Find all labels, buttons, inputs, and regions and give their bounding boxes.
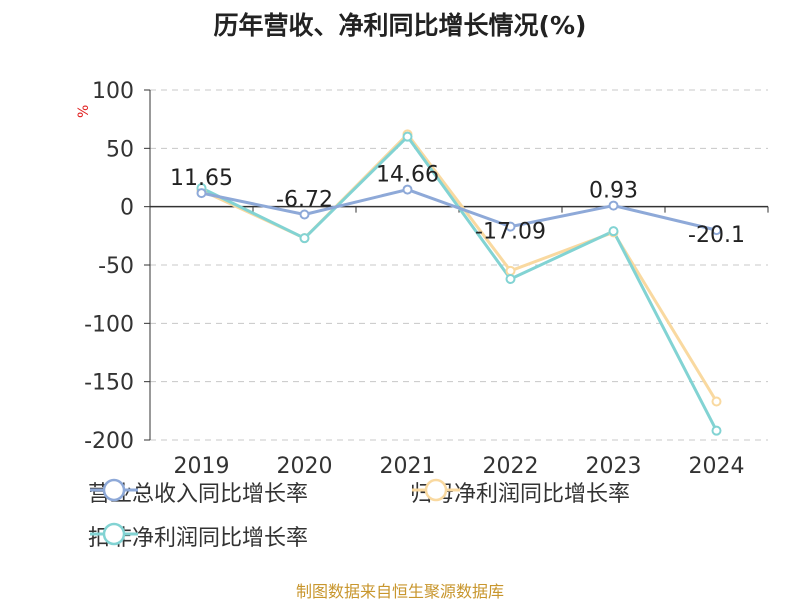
x-tick-label: 2020 [277,454,333,479]
y-tick-label: -100 [84,312,134,337]
data-point [402,184,413,195]
legend-label-deducted-profit: 扣非净利润同比增长率 [88,526,309,551]
y-tick-label: 100 [92,79,134,104]
data-label: 14.66 [376,163,439,188]
x-tick-label: 2023 [586,454,642,479]
x-tick-label: 2021 [380,454,436,479]
legend-item-net-profit[interactable]: 归母净利润同比增长率 [410,476,630,508]
series-line [200,135,718,432]
data-label: -17.09 [475,220,546,245]
data-point [608,200,619,211]
data-point [402,131,413,142]
x-tick-label: 2019 [174,454,230,479]
legend-symbol-deducted-profit [90,522,138,546]
legend-symbol-revenue [90,478,138,502]
y-tick-label: -150 [84,371,134,396]
data-point [505,274,516,284]
legend-symbol-net-profit [412,478,460,502]
x-tick-label: 2024 [689,454,745,479]
legend-label-net-profit: 归母净利润同比增长率 [410,482,631,507]
series-line [201,188,717,232]
legend-label-revenue: 营业总收入同比增长率 [88,482,309,507]
legend-item-deducted-profit[interactable]: 扣非净利润同比增长率 [88,520,308,552]
data-label: 11.65 [170,166,233,191]
legend-item-revenue[interactable]: 营业总收入同比增长率 [88,476,308,508]
data-point [505,221,516,232]
data-point [196,188,207,199]
data-point [505,265,516,276]
data-point [711,225,722,236]
data-point [608,226,619,237]
data-label: -20.1 [688,223,745,248]
data-point [299,209,310,220]
data-label: 0.93 [589,179,638,204]
y-tick-label: 50 [106,137,134,162]
source-note: 制图数据来自恒生聚源数据库 [295,582,504,601]
data-point [711,396,722,407]
y-tick-label: 0 [120,196,134,221]
data-label: -6.72 [276,188,333,213]
y-tick-label: -50 [98,254,134,279]
x-tick-label: 2022 [483,454,539,479]
chart-title: 历年营收、净利同比增长情况(%) [213,11,587,40]
data-point [299,233,310,244]
y-tick-label: -200 [84,429,134,454]
data-point [711,425,722,436]
series-line [200,132,718,403]
